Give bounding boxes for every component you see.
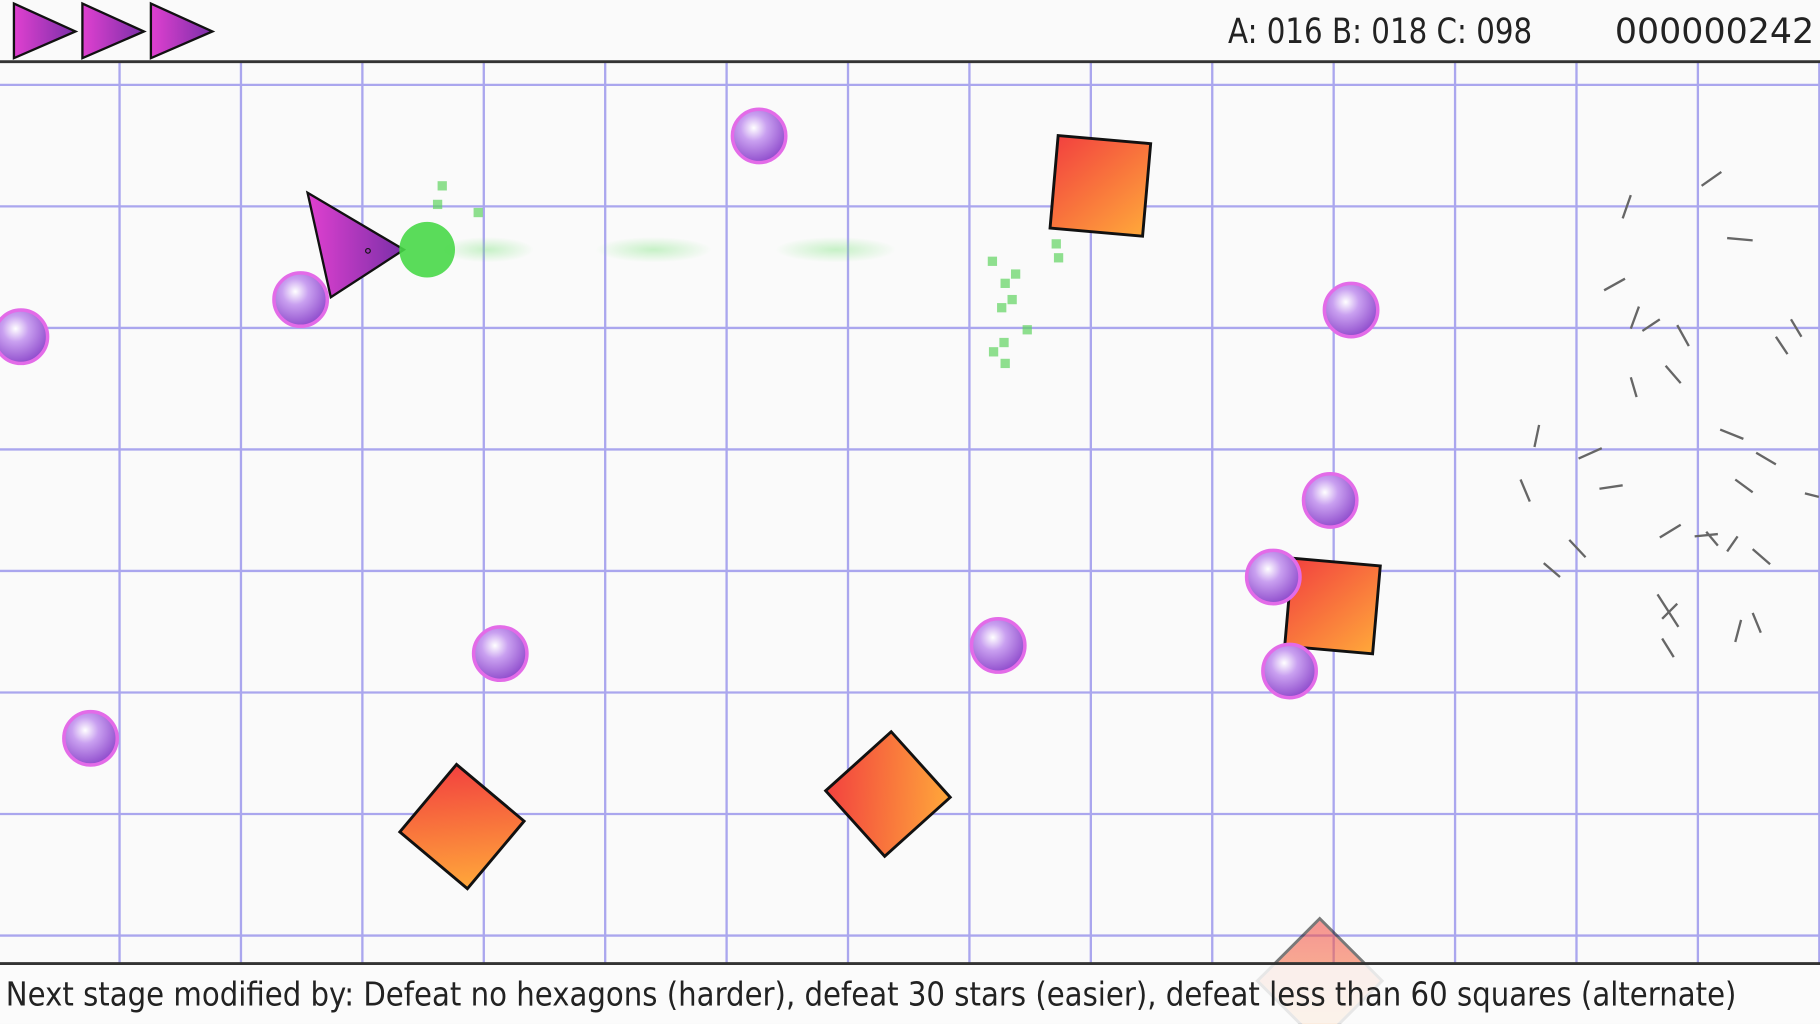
debris-shard <box>1603 277 1626 292</box>
orb <box>1322 281 1380 339</box>
debris-shard <box>1755 451 1777 466</box>
debris-shard <box>1641 318 1661 332</box>
spark <box>1051 239 1061 249</box>
spark <box>1000 358 1010 369</box>
footer-message: Next stage modified by: Defeat no hexago… <box>6 975 1737 1013</box>
debris-shard <box>1727 236 1753 242</box>
debris-shard <box>1774 336 1789 355</box>
orb <box>1301 471 1359 529</box>
debris-shard <box>1700 170 1723 187</box>
debris-shard <box>1719 428 1744 440</box>
spark <box>1010 269 1021 279</box>
debris-shard <box>1804 492 1820 499</box>
spark <box>999 337 1009 348</box>
debris-shard <box>1661 602 1679 620</box>
debris-shard <box>1568 539 1587 559</box>
debris-shard <box>1519 479 1531 503</box>
debris-shard <box>1629 306 1641 330</box>
grid <box>0 61 1820 964</box>
orb <box>471 625 529 683</box>
trails <box>441 236 897 263</box>
spark <box>437 181 447 191</box>
orb <box>730 107 788 165</box>
orb <box>1261 642 1318 700</box>
lives <box>12 1 216 60</box>
debris-shard <box>1789 318 1803 338</box>
debris-shard <box>1629 377 1638 398</box>
sparks <box>432 181 1064 369</box>
spark <box>1022 325 1032 335</box>
orb <box>0 308 50 366</box>
debris-shard <box>1751 612 1762 634</box>
debris-shard <box>1656 593 1680 628</box>
debris-shard <box>1578 447 1603 460</box>
spark <box>987 256 998 266</box>
debris-shard <box>1726 535 1739 553</box>
trail <box>775 236 897 263</box>
orb <box>62 709 119 767</box>
debris-shard <box>1734 619 1743 643</box>
debris-shard <box>1664 364 1682 384</box>
debris-shard <box>1533 424 1541 448</box>
debris-shard <box>1705 530 1719 547</box>
debris-shard <box>1661 637 1675 658</box>
trail <box>441 236 534 263</box>
orb <box>272 271 330 329</box>
life-icon <box>81 1 147 60</box>
debris-shard <box>1659 523 1682 539</box>
spark <box>1000 278 1010 288</box>
square-enemy <box>1048 133 1153 238</box>
trail <box>595 236 712 263</box>
player <box>305 190 455 300</box>
bullet <box>399 221 455 278</box>
player-ship <box>305 190 407 300</box>
orbs <box>0 107 1380 767</box>
top-bar <box>0 0 1820 61</box>
debris <box>1519 170 1820 658</box>
player-core <box>365 247 371 254</box>
counters: A: 016 B: 018 C: 098 <box>1228 12 1532 52</box>
spark <box>1007 294 1017 305</box>
debris-shard <box>1694 532 1718 538</box>
life-icon <box>149 1 216 60</box>
spark <box>997 303 1007 313</box>
square-enemy <box>1283 556 1382 656</box>
debris-shard <box>1676 324 1690 347</box>
debris-shard <box>1599 484 1623 490</box>
score: 000000242 <box>1615 12 1814 52</box>
life-icon <box>12 1 79 60</box>
debris-shard <box>1542 562 1561 578</box>
debris-shard <box>1621 194 1632 219</box>
spark <box>988 347 999 357</box>
debris-shard <box>1751 548 1771 566</box>
orb <box>969 617 1027 674</box>
square-enemy <box>823 729 953 859</box>
spark <box>1053 253 1064 263</box>
debris-shard <box>1734 478 1754 494</box>
orb <box>1244 548 1302 606</box>
bottom-bar <box>0 964 1820 1024</box>
spark <box>473 207 483 218</box>
square-enemy <box>397 762 527 891</box>
spark <box>432 199 443 210</box>
